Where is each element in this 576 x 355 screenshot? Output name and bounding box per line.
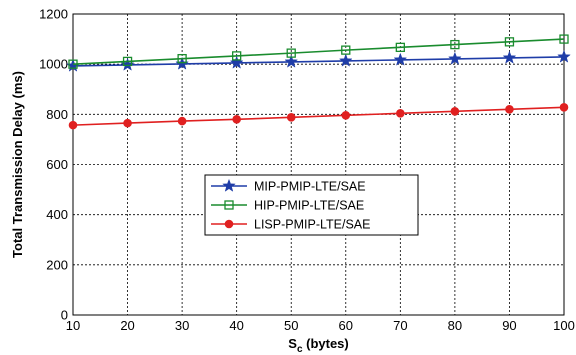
- data-point-circle: [341, 111, 351, 120]
- legend-marker-circle: [224, 219, 234, 229]
- x-tick-label: 50: [284, 318, 298, 333]
- series-group: [66, 34, 571, 130]
- data-point-square: [504, 37, 515, 47]
- series-line: [72, 106, 565, 126]
- x-axis-label: Sc (bytes): [288, 336, 348, 355]
- data-point-circle: [559, 103, 569, 112]
- y-tick-label: 600: [46, 157, 68, 172]
- series-star: [66, 49, 571, 72]
- x-tick-label: 30: [175, 318, 189, 333]
- x-tick-label: 10: [66, 318, 80, 333]
- data-point-square: [559, 34, 569, 44]
- legend-marker-square: [224, 200, 234, 210]
- x-tick-label: 80: [448, 318, 462, 333]
- data-point-star: [557, 49, 571, 63]
- y-axis-ticks: 0 200 400 600 800 1000 1200: [39, 7, 68, 323]
- data-point-square: [122, 56, 133, 67]
- series-square: [68, 34, 569, 69]
- plot-frame: [72, 13, 565, 316]
- data-point-square: [286, 48, 296, 58]
- y-axis-label: Total Transmission Delay (ms): [10, 71, 25, 258]
- y-tick-label: 1200: [39, 7, 68, 22]
- y-tick-label: 1000: [39, 57, 68, 72]
- legend-entry: HIP-PMIP-LTE/SAE: [211, 199, 364, 213]
- data-point-star: [229, 55, 244, 69]
- data-point-star: [338, 53, 353, 67]
- data-point-star: [393, 52, 408, 66]
- series-line: [72, 38, 565, 65]
- data-point-star: [502, 50, 517, 64]
- data-point-circle: [450, 107, 460, 116]
- x-tick-label: 100: [553, 318, 575, 333]
- y-tick-label: 200: [46, 257, 68, 272]
- data-point-square: [395, 42, 405, 53]
- y-tick-label: 0: [61, 308, 68, 323]
- data-point-square: [232, 51, 242, 61]
- x-axis-label-unit: (bytes): [303, 336, 349, 351]
- legend-label: HIP-PMIP-LTE/SAE: [254, 199, 364, 213]
- data-point-circle: [286, 113, 296, 122]
- y-tick-label: 400: [46, 207, 68, 222]
- legend: MIP-PMIP-LTE/SAE HIP-PMIP-LTE/SAE LISP-PMI…: [204, 174, 419, 236]
- data-point-circle: [177, 116, 187, 126]
- x-axis-label-subscript: c: [297, 344, 303, 355]
- series-line: [72, 56, 565, 67]
- x-axis-ticks: 10 20 30 40 50 60 70 80 90 100: [66, 318, 575, 333]
- data-point-square: [341, 45, 351, 55]
- legend-label: MIP-PMIP-LTE/SAE: [254, 180, 366, 194]
- data-point-circle: [396, 109, 405, 118]
- grid: [73, 14, 564, 315]
- data-point-square: [450, 39, 460, 50]
- x-tick-label: 40: [229, 318, 243, 333]
- data-point-circle: [68, 120, 78, 130]
- data-point-square: [68, 59, 78, 69]
- y-tick-label: 800: [46, 107, 68, 122]
- data-point-circle: [232, 115, 241, 124]
- x-tick-label: 70: [393, 318, 407, 333]
- data-point-square: [177, 53, 187, 64]
- x-tick-label: 20: [120, 318, 134, 333]
- legend-label: LISP-PMIP-LTE/SAE: [254, 218, 370, 232]
- x-tick-label: 90: [502, 318, 516, 333]
- legend-entry: LISP-PMIP-LTE/SAE: [211, 218, 370, 232]
- data-point-star: [284, 54, 299, 68]
- series-circle: [68, 103, 569, 130]
- data-point-circle: [123, 118, 132, 128]
- legend-entry: MIP-PMIP-LTE/SAE: [211, 178, 366, 194]
- x-tick-label: 60: [339, 318, 353, 333]
- x-axis-label-main: S: [288, 336, 297, 351]
- data-point-circle: [505, 105, 514, 114]
- data-point-star: [448, 51, 462, 65]
- legend-marker-star: [222, 178, 236, 192]
- data-point-star: [120, 57, 135, 71]
